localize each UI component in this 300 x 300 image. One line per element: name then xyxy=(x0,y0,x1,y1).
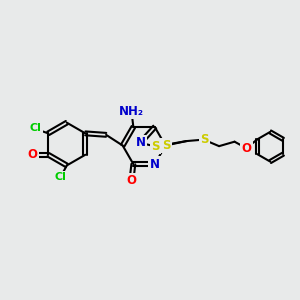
Text: S: S xyxy=(152,140,160,153)
Text: O: O xyxy=(27,148,37,161)
Text: O: O xyxy=(127,174,137,187)
Text: Cl: Cl xyxy=(55,172,67,182)
Text: S: S xyxy=(200,133,208,146)
Text: S: S xyxy=(162,139,170,152)
Text: N: N xyxy=(135,136,146,149)
Text: N: N xyxy=(150,158,160,171)
Text: Cl: Cl xyxy=(30,123,42,133)
Text: NH₂: NH₂ xyxy=(119,105,144,118)
Text: O: O xyxy=(242,142,251,155)
